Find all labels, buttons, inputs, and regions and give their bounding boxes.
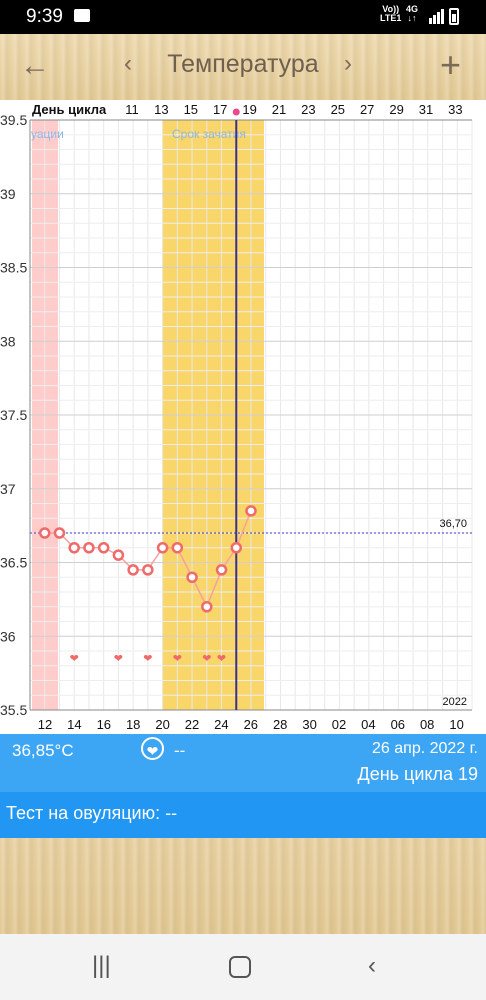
temperature-point — [232, 543, 241, 552]
temperature-point — [55, 529, 64, 538]
add-button[interactable]: + — [440, 47, 461, 83]
top-tick-label: 31 — [419, 102, 433, 117]
system-back-button[interactable]: ‹ — [368, 952, 376, 980]
heart-mark: ❤ — [173, 653, 182, 665]
top-tick-label: 23 — [301, 102, 315, 117]
bottom-tick-label: 02 — [332, 717, 346, 732]
top-tick-label: 33 — [448, 102, 462, 117]
top-axis-title: День цикла — [32, 102, 107, 117]
top-tick-label: 17 — [213, 102, 227, 117]
status-bar: 9:39 Vo)) LTE1 4G ↓↑ — [0, 0, 486, 34]
bottom-tick-label: 08 — [420, 717, 434, 732]
heart-mark: ❤ — [217, 653, 226, 665]
heart-mark: ❤ — [202, 653, 211, 665]
heart-icon[interactable]: ❤ — [141, 737, 164, 760]
temperature-point — [129, 565, 138, 574]
y-tick-label: 39 — [0, 186, 16, 202]
temperature-point — [247, 506, 256, 515]
bottom-tick-label: 14 — [67, 717, 81, 732]
ovulation-test-label: Тест на овуляцию: -- — [6, 803, 177, 824]
top-tick-label: 29 — [389, 102, 403, 117]
bottom-tick-label: 06 — [391, 717, 405, 732]
y-tick-label: 36.5 — [0, 555, 27, 571]
y-tick-label: 38 — [0, 333, 16, 349]
wood-background — [0, 838, 486, 934]
system-nav-bar: ||| ‹ — [0, 934, 486, 1000]
y-tick-label: 39.5 — [0, 112, 27, 128]
bottom-tick-label: 30 — [302, 717, 316, 732]
menstruation-label: уации — [31, 127, 64, 141]
app-header: ← ‹ Температура › + — [0, 34, 486, 100]
top-tick-label: 25 — [331, 102, 345, 117]
temperature-point — [173, 543, 182, 552]
temperature-point — [114, 551, 123, 560]
y-tick-label: 35.5 — [0, 702, 27, 718]
bottom-tick-label: 18 — [126, 717, 140, 732]
heart-mark: ❤ — [114, 653, 123, 665]
fertile-label: Срок зачатия — [172, 127, 246, 141]
top-tick-label: 27 — [360, 102, 374, 117]
temperature-point — [40, 529, 49, 538]
bottom-tick-label: 28 — [273, 717, 287, 732]
y-tick-label: 37.5 — [0, 407, 27, 423]
home-button[interactable] — [229, 956, 251, 978]
recents-button[interactable]: ||| — [92, 952, 111, 980]
top-tick-label: 11 — [125, 102, 139, 117]
temperature-point — [188, 573, 197, 582]
temperature-point — [143, 565, 152, 574]
volte-label: Vo)) LTE1 — [380, 5, 401, 23]
top-tick-label: 15 — [184, 102, 198, 117]
ovulation-test-bar[interactable]: Тест на овуляцию: -- — [0, 792, 486, 838]
signal-icon — [428, 8, 444, 24]
network-label: 4G ↓↑ — [406, 5, 418, 23]
y-tick-label: 38.5 — [0, 260, 27, 276]
temperature-point — [217, 565, 226, 574]
next-chart-button[interactable]: › — [344, 52, 352, 76]
year-label: 2022 — [443, 696, 467, 708]
gallery-icon — [74, 9, 90, 22]
bottom-tick-label: 24 — [214, 717, 228, 732]
temperature-point — [202, 602, 211, 611]
bottom-tick-label: 12 — [38, 717, 52, 732]
back-button[interactable]: ← — [20, 51, 50, 81]
y-tick-label: 37 — [0, 481, 16, 497]
bottom-tick-label: 16 — [97, 717, 111, 732]
bottom-tick-label: 04 — [361, 717, 375, 732]
today-marker — [233, 109, 240, 116]
temperature-point — [158, 543, 167, 552]
top-tick-label: 13 — [154, 102, 168, 117]
selected-date: 26 апр. 2022 г. — [372, 740, 478, 758]
temperature-point — [99, 543, 108, 552]
bottom-tick-label: 22 — [185, 717, 199, 732]
bottom-tick-label: 10 — [449, 717, 463, 732]
y-tick-label: 36 — [0, 628, 16, 644]
status-time: 9:39 — [26, 6, 63, 28]
bottom-tick-label: 20 — [155, 717, 169, 732]
cycle-day: День цикла 19 — [358, 764, 479, 785]
current-temperature: 36,85°C — [12, 741, 74, 761]
page-title: Температура — [150, 50, 336, 79]
info-bar: 36,85°C ❤ -- 26 апр. 2022 г. День цикла … — [0, 734, 486, 792]
heart-mark: ❤ — [70, 653, 79, 665]
top-tick-label: 19 — [242, 102, 256, 117]
temperature-chart-svg[interactable]: 39.5 39 38.5 38 37.5 37 36.5 36 35.5 День цикла 11… — [0, 100, 486, 734]
temperature-chart[interactable]: 39.5 39 38.5 38 37.5 37 36.5 36 35.5 День цикла 11… — [0, 100, 486, 734]
heart-mark: ❤ — [143, 653, 152, 665]
cover-line-label: 36,70 — [439, 518, 467, 530]
heart-value: -- — [174, 741, 185, 761]
prev-chart-button[interactable]: ‹ — [124, 52, 132, 76]
battery-icon — [449, 8, 459, 25]
temperature-point — [84, 543, 93, 552]
temperature-point — [70, 543, 79, 552]
top-tick-label: 21 — [272, 102, 286, 117]
bottom-tick-label: 26 — [244, 717, 258, 732]
